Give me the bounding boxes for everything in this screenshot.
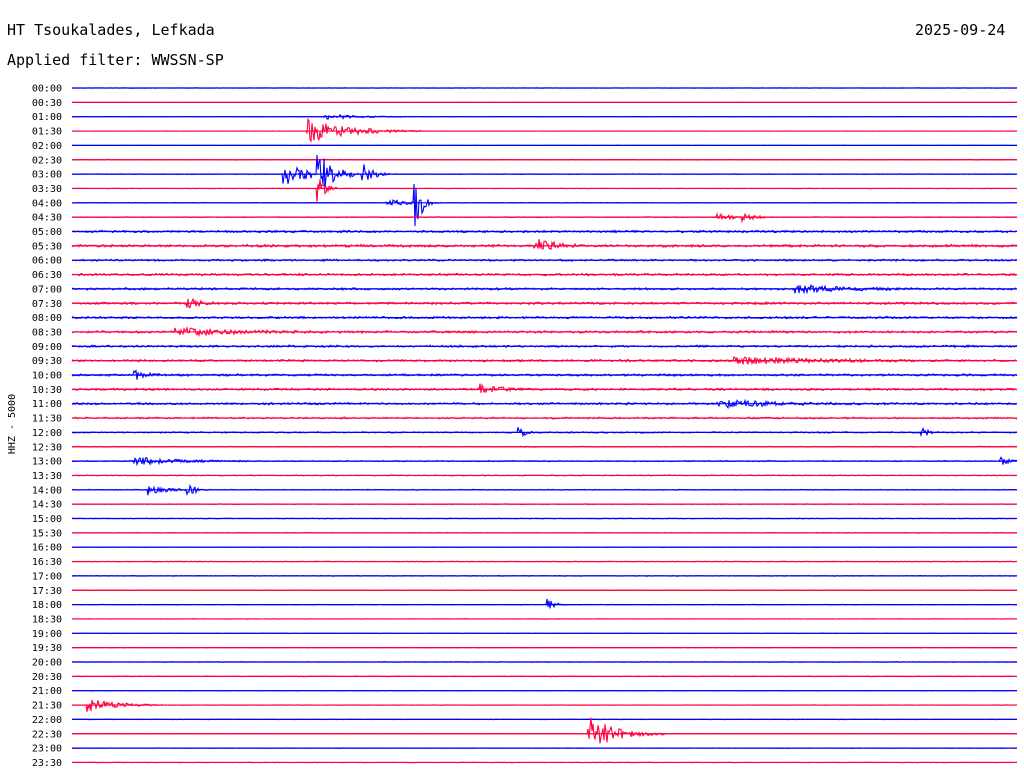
date-label: 2025-09-24 <box>915 21 1006 39</box>
row-time-label: 19:30 <box>32 643 62 654</box>
row-time-label: 15:00 <box>32 514 62 525</box>
row-time-label: 17:00 <box>32 571 62 582</box>
row-time-label: 22:00 <box>32 715 62 726</box>
row-time-label: 14:30 <box>32 500 62 511</box>
row-time-label: 08:00 <box>32 313 62 324</box>
row-time-label: 18:30 <box>32 614 62 625</box>
row-time-label: 22:30 <box>32 729 62 740</box>
row-time-label: 09:00 <box>32 342 62 353</box>
filter-label: Applied filter: WWSSN-SP <box>7 51 224 69</box>
row-time-label: 00:30 <box>32 98 62 109</box>
row-time-label: 21:30 <box>32 701 62 712</box>
row-time-label: 20:30 <box>32 672 62 683</box>
row-time-label: 06:30 <box>32 270 62 281</box>
trace-row <box>71 717 1018 744</box>
row-time-label: 23:00 <box>32 744 62 755</box>
row-time-label: 01:00 <box>32 112 62 123</box>
trace-row <box>71 427 1018 438</box>
trace-row <box>71 179 1018 202</box>
row-time-label: 01:30 <box>32 127 62 138</box>
row-time-label: 14:00 <box>32 485 62 496</box>
row-time-label: 11:30 <box>32 414 62 425</box>
row-time-label: 16:30 <box>32 557 62 568</box>
row-time-label: 09:30 <box>32 356 62 367</box>
trace-row <box>71 699 1018 712</box>
row-time-label: 04:30 <box>32 213 62 224</box>
row-time-label: 02:30 <box>32 155 62 166</box>
trace-row <box>71 117 1018 143</box>
row-time-label: 06:00 <box>32 256 62 267</box>
row-time-label: 17:30 <box>32 586 62 597</box>
row-time-label: 10:30 <box>32 385 62 396</box>
row-time-label: 13:30 <box>32 471 62 482</box>
row-time-label: 12:30 <box>32 442 62 453</box>
row-time-label: 05:00 <box>32 227 62 238</box>
trace-row <box>71 483 1018 497</box>
row-time-label: 20:00 <box>32 658 62 669</box>
channel-label: HHZ - 5000 <box>7 394 18 454</box>
row-time-label: 16:00 <box>32 543 62 554</box>
row-time-label: 10:00 <box>32 371 62 382</box>
row-time-label: 07:30 <box>32 299 62 310</box>
row-time-label: 21:00 <box>32 686 62 697</box>
row-time-label: 02:00 <box>32 141 62 152</box>
row-time-label: 23:30 <box>32 758 62 769</box>
row-time-label: 11:00 <box>32 399 62 410</box>
trace-row <box>71 598 1018 609</box>
trace-row <box>71 239 1018 251</box>
station-title: HT Tsoukalades, Lefkada <box>7 21 215 39</box>
row-time-label: 12:00 <box>32 428 62 439</box>
row-time-label: 15:30 <box>32 528 62 539</box>
row-time-label: 05:30 <box>32 241 62 252</box>
row-time-label: 03:30 <box>32 184 62 195</box>
row-time-label: 03:00 <box>32 170 62 181</box>
row-time-label: 00:00 <box>32 84 62 95</box>
row-time-label: 04:00 <box>32 198 62 209</box>
row-time-label: 13:00 <box>32 457 62 468</box>
row-time-label: 18:00 <box>32 600 62 611</box>
trace-row <box>72 383 1018 394</box>
row-time-label: 08:30 <box>32 327 62 338</box>
trace-row <box>72 184 1017 227</box>
row-time-label: 19:00 <box>32 629 62 640</box>
row-time-label: 07:00 <box>32 284 62 295</box>
